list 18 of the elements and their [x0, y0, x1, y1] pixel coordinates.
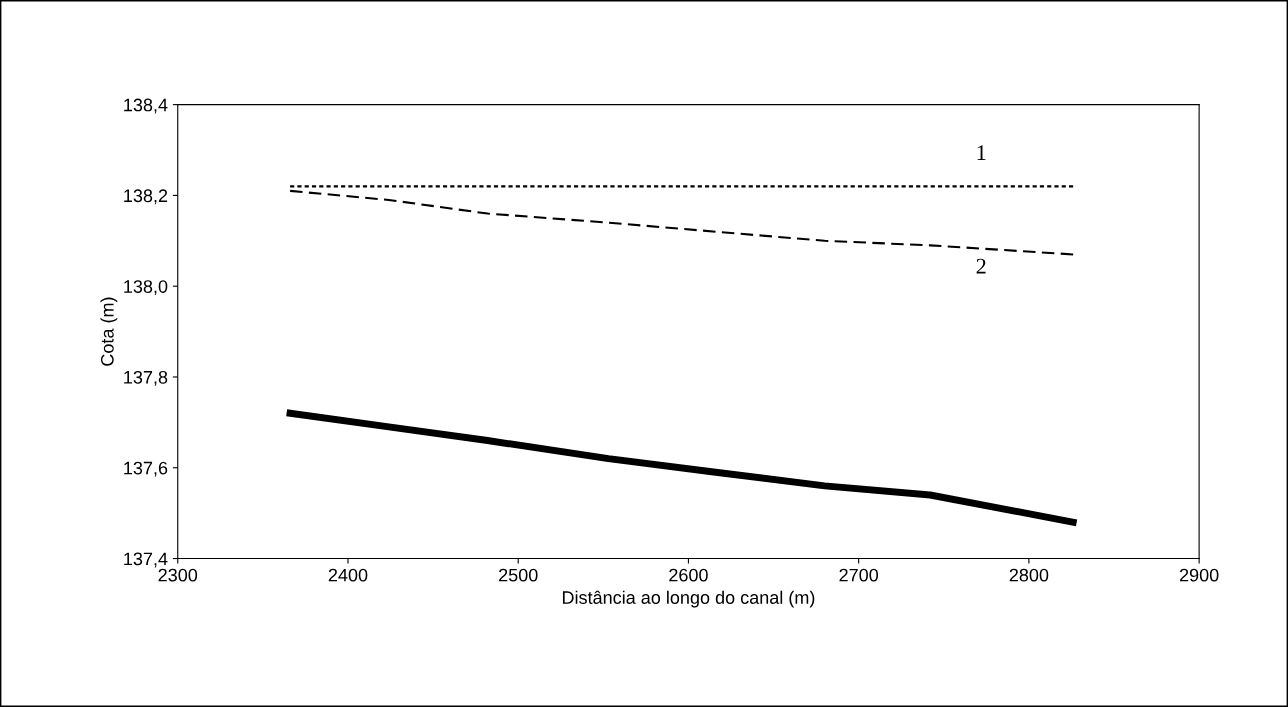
y-tick-label: 138,2 [124, 189, 168, 205]
y-axis-title: Cota (m) [100, 297, 118, 366]
x-tick-label: 2800 [1009, 568, 1049, 582]
x-axis-title: Distância ao longo do canal (m) [562, 590, 815, 608]
series-label: 2 [976, 258, 986, 274]
y-tick-label: 138,4 [124, 98, 168, 114]
y-tick-label: 137,4 [124, 552, 168, 568]
x-tick-label: 2500 [499, 568, 538, 582]
y-tick-label: 137,6 [124, 461, 168, 477]
x-tick-label: 2400 [328, 568, 368, 582]
series-label: 1 [977, 145, 986, 160]
y-tick-label: 138,0 [124, 280, 168, 296]
x-tick-label: 2600 [669, 568, 708, 582]
x-tick-label: 2900 [1179, 568, 1219, 582]
y-tick-label: 137,8 [124, 370, 168, 386]
x-tick-label: 2300 [158, 568, 198, 582]
x-tick-label: 2700 [839, 568, 879, 582]
line-series [289, 189, 1075, 256]
